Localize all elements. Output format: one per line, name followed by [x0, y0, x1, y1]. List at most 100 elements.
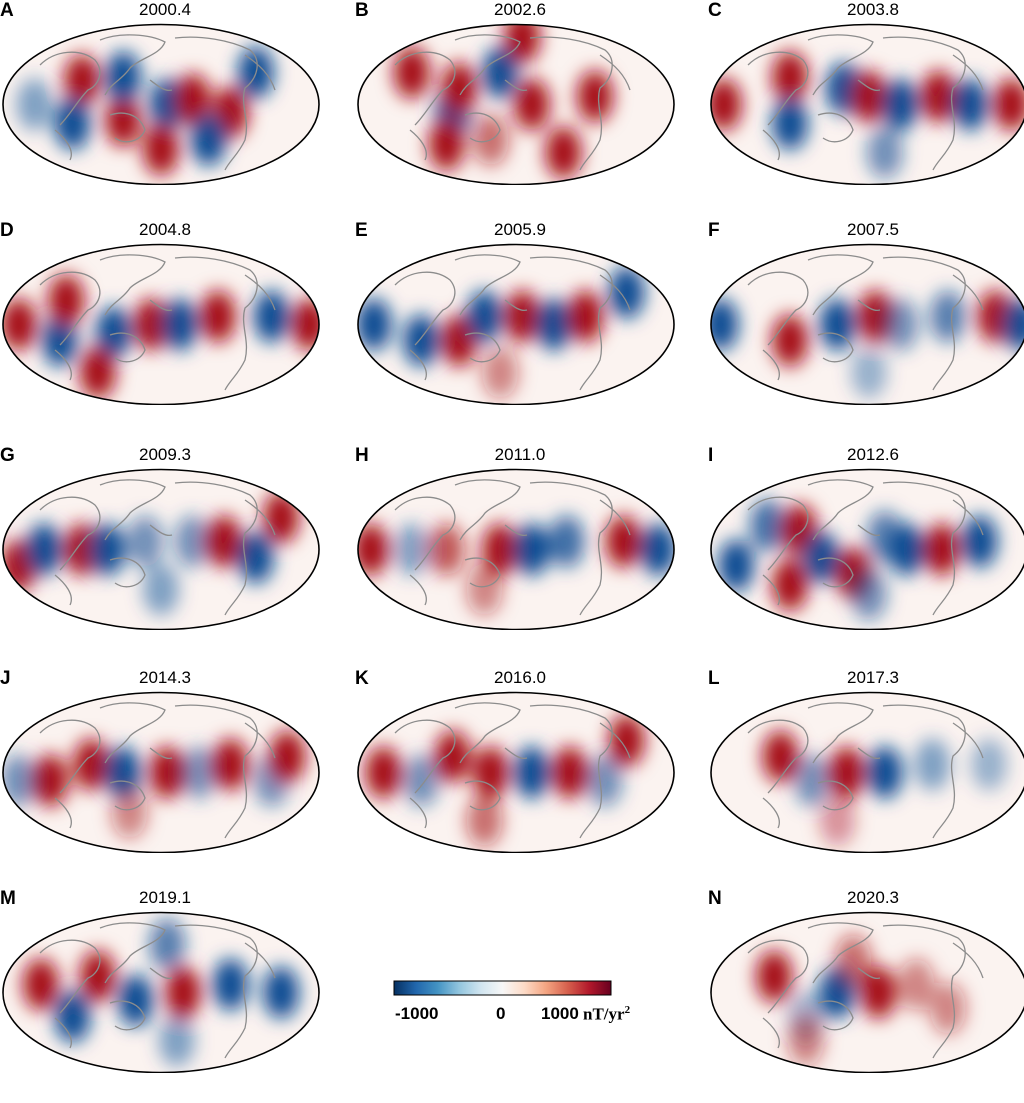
coastline-path — [817, 557, 854, 588]
positive-anomaly — [199, 290, 236, 343]
panel-year-title: 2017.3 — [847, 668, 899, 687]
coastline-path — [504, 747, 528, 760]
map-outline — [357, 691, 675, 853]
mollweide-map — [2, 468, 320, 630]
panel-letter: G — [0, 445, 15, 466]
colorbar: -1000 0 1000 nT/yr2 — [393, 980, 673, 1040]
negative-anomaly — [535, 298, 572, 351]
negative-anomaly — [952, 78, 989, 131]
coastline-path — [807, 702, 874, 764]
coastline-path — [409, 574, 427, 606]
coastline-path — [464, 557, 501, 588]
colorbar-min-label: -1000 — [395, 1004, 439, 1023]
positive-anomaly — [3, 298, 37, 351]
negative-anomaly — [180, 746, 217, 799]
mollweide-map — [357, 691, 675, 853]
coastline-path — [109, 112, 146, 143]
positive-anomaly — [482, 346, 519, 399]
positive-anomaly — [64, 54, 100, 107]
mollweide-map — [2, 691, 320, 853]
positive-anomaly — [79, 950, 116, 1003]
positive-anomaly — [993, 78, 1024, 131]
map-panel-b: B 2002.6 — [355, 0, 685, 215]
coastline-path — [952, 54, 984, 91]
positive-anomaly — [923, 523, 960, 576]
positive-anomaly — [608, 714, 645, 767]
coastline-path — [409, 349, 427, 381]
positive-anomaly — [263, 491, 300, 544]
negative-anomaly — [882, 298, 919, 351]
positive-anomaly — [79, 346, 116, 399]
positive-anomaly — [762, 730, 799, 783]
negative-anomaly — [851, 346, 887, 399]
positive-anomaly — [577, 70, 613, 123]
negative-anomaly — [586, 754, 623, 807]
coastline-path — [54, 1017, 72, 1049]
negative-anomaly — [803, 531, 840, 584]
coastline-path — [882, 481, 966, 616]
negative-anomaly — [718, 539, 755, 592]
coastline-path — [109, 780, 146, 811]
panel-letter: F — [708, 220, 720, 241]
coastline-path — [99, 479, 166, 541]
map-panel-h: H 2011.0 — [355, 445, 685, 660]
coastline-path — [529, 36, 613, 171]
coastline-path — [454, 254, 521, 316]
coastline-path — [504, 79, 528, 92]
coastline-path — [454, 479, 521, 541]
negative-anomaly — [54, 990, 91, 1043]
coastline-path — [762, 797, 780, 829]
coastline-path — [54, 797, 72, 829]
panel-letter: B — [355, 0, 369, 21]
coastline-path — [529, 481, 613, 616]
negative-anomaly — [174, 515, 211, 568]
negative-anomaly — [866, 126, 903, 179]
coastline-path — [747, 271, 809, 346]
coastline-path — [149, 79, 173, 92]
coastline-path — [454, 34, 521, 96]
coastline-path — [174, 481, 258, 616]
coastline-path — [99, 34, 166, 96]
coastline-path — [857, 967, 881, 980]
coastline-path — [174, 36, 258, 171]
coastline-path — [882, 924, 966, 1059]
negative-anomaly — [888, 523, 925, 576]
mollweide-map — [710, 911, 1024, 1073]
coastline-path — [599, 274, 631, 311]
panel-year-title: 2014.3 — [139, 668, 191, 687]
coastline-path — [174, 924, 258, 1059]
coastline-path — [174, 704, 258, 839]
coastline-path — [857, 524, 881, 537]
coastline-path — [99, 922, 166, 984]
positive-anomaly — [605, 515, 642, 568]
coastline-path — [54, 574, 72, 606]
coastline-path — [882, 36, 966, 171]
positive-anomaly — [269, 730, 306, 783]
panel-letter: N — [708, 888, 722, 909]
negative-anomaly — [95, 306, 132, 359]
coastline-path — [409, 797, 427, 829]
panel-year-title: 2002.6 — [494, 0, 546, 19]
negative-anomaly — [89, 523, 126, 576]
coastline-path — [464, 332, 501, 363]
mollweide-map — [2, 23, 320, 185]
positive-anomaly — [64, 523, 100, 576]
panel-year-title: 2007.5 — [847, 220, 899, 239]
positive-anomaly — [434, 730, 471, 783]
negative-anomaly — [161, 298, 198, 351]
coastline-path — [54, 349, 72, 381]
positive-anomaly — [819, 794, 856, 847]
panel-letter: J — [0, 668, 11, 689]
coastline-path — [39, 496, 101, 571]
negative-anomaly — [640, 523, 674, 576]
coastline-path — [807, 254, 874, 316]
negative-anomaly — [930, 290, 966, 343]
coastline-path — [807, 34, 874, 96]
mollweide-map — [710, 23, 1024, 185]
coastline-path — [857, 79, 881, 92]
positive-anomaly — [851, 70, 887, 123]
negative-anomaly — [749, 499, 786, 552]
positive-anomaly — [22, 958, 59, 1011]
coastline-path — [244, 54, 276, 91]
positive-anomaly — [165, 966, 202, 1019]
